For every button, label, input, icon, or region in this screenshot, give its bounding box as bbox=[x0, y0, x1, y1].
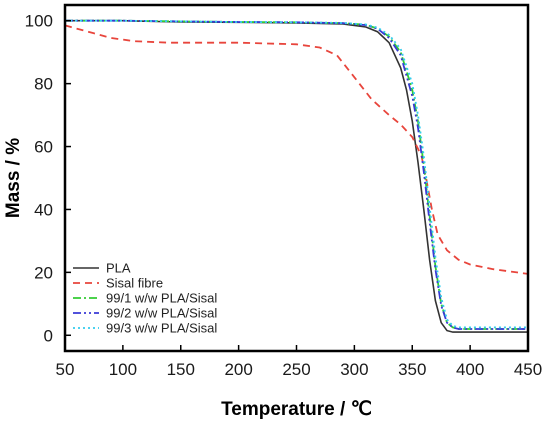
legend-label-5: 99/3 w/w PLA/Sisal bbox=[106, 321, 217, 336]
series-line-5 bbox=[65, 19, 528, 329]
x-tick-label: 300 bbox=[340, 360, 368, 379]
x-tick-label: 450 bbox=[514, 360, 542, 379]
x-axis-title: Temperature / ℃ bbox=[221, 399, 372, 420]
legend-label-4: 99/2 w/w PLA/Sisal bbox=[106, 306, 217, 321]
x-tick-label: 250 bbox=[282, 360, 310, 379]
series-line-1 bbox=[65, 19, 528, 333]
y-tick-label: 40 bbox=[34, 200, 53, 219]
x-tick-label: 50 bbox=[56, 360, 75, 379]
x-tick-label: 100 bbox=[109, 360, 137, 379]
legend-label-1: PLA bbox=[106, 261, 131, 276]
y-axis-title: Mass / % bbox=[3, 138, 24, 218]
x-tick-label: 150 bbox=[167, 360, 195, 379]
y-tick-label: 60 bbox=[34, 138, 53, 157]
y-tick-label: 0 bbox=[44, 326, 53, 345]
legend-label-2: Sisal fibre bbox=[106, 276, 163, 291]
series-line-4 bbox=[65, 19, 528, 330]
legend-label-3: 99/1 w/w PLA/Sisal bbox=[106, 291, 217, 306]
y-tick-label: 100 bbox=[25, 12, 53, 31]
ticks-layer: 50 100 150 200 250 300 350 400 450 0 20 40 60 80 100 bbox=[25, 12, 543, 379]
x-tick-label: 200 bbox=[224, 360, 252, 379]
x-tick-label: 350 bbox=[398, 360, 426, 379]
y-tick-label: 20 bbox=[34, 263, 53, 282]
series-layer bbox=[64, 19, 529, 333]
x-tick-label: 400 bbox=[456, 360, 484, 379]
series-line-2 bbox=[64, 24, 529, 275]
y-tick-label: 80 bbox=[34, 75, 53, 94]
